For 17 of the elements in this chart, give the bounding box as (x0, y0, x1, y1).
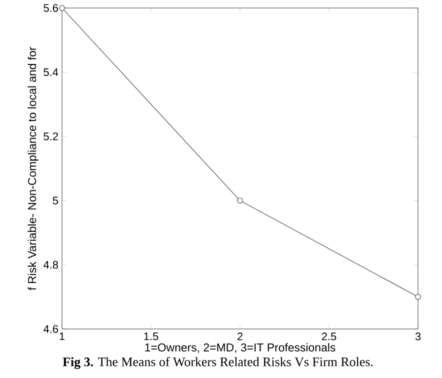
y-tick-label: 5 (52, 196, 58, 204)
y-tick-label: 5.4 (44, 68, 58, 76)
point (415, 294, 421, 300)
y-tick-label: 5.6 (44, 4, 58, 12)
x-tick-label: 2.5 (322, 332, 336, 340)
x-tick-label: 1.5 (144, 332, 158, 340)
y-tick-label: 4.6 (43, 325, 58, 333)
y-tick-label: 5.2 (44, 132, 58, 140)
point (59, 5, 65, 11)
y-tick-label: 4.8 (43, 260, 58, 269)
x-tick-label: 1 (60, 332, 65, 340)
y-axis-title: f Risk Variable- Non-Compliance to local and for (28, 46, 38, 290)
x-axis-title: 1=Owners, 2=MD, 3=IT Professionals (145, 343, 336, 353)
text: Fig 3. The Means of Workers Related Risks Vs Firm Roles. (62, 357, 373, 369)
point (237, 198, 243, 204)
x-tick-label: 3 (415, 332, 421, 340)
x-tick-label: 2 (238, 332, 242, 340)
